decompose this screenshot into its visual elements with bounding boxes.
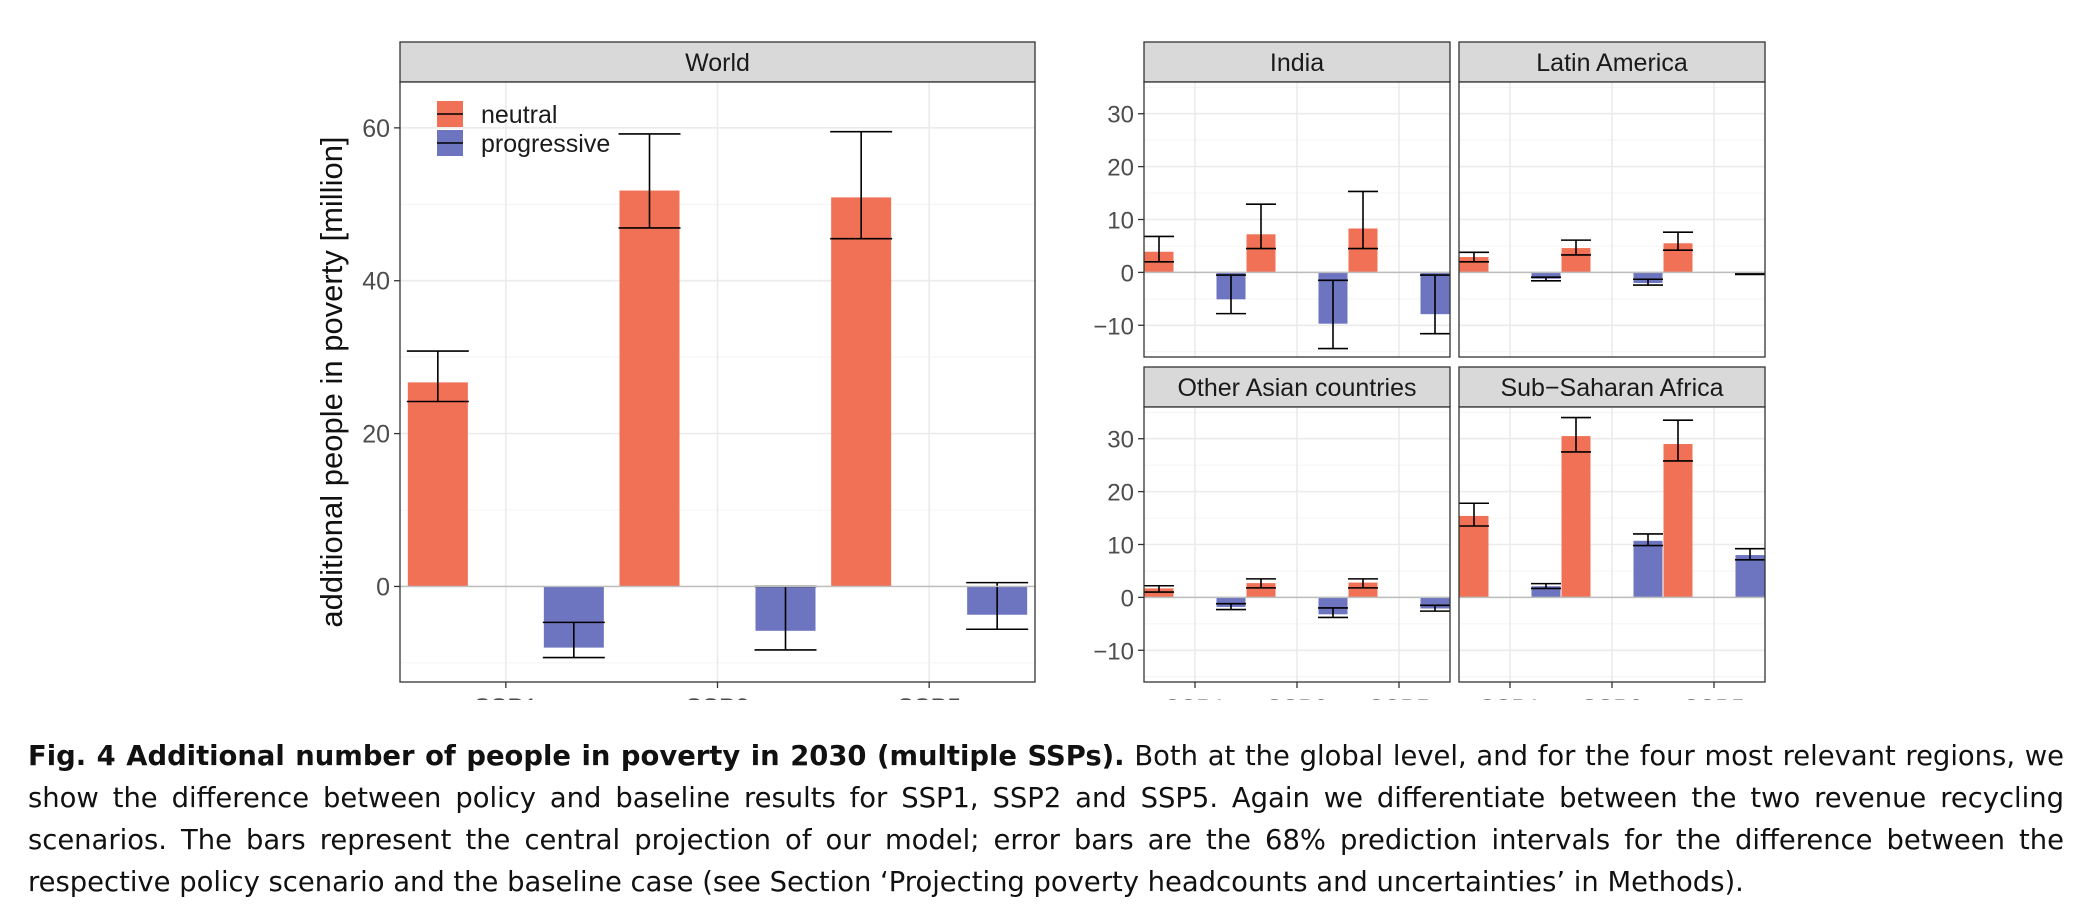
bar-progressive-ssp5	[1420, 597, 1450, 609]
bar-progressive-ssp1	[1531, 272, 1561, 279]
panel-title-india: India	[1270, 49, 1324, 77]
bar-neutral-ssp5	[1348, 582, 1378, 598]
poverty-figure: World 0 20 40 60 SSP1 SSP2 SSP5 additional peopl…	[314, 41, 1766, 700]
panel-other-asian-countries: Other Asian countries −10 0 10 20 30 SSP1 SSP2 S…	[1093, 366, 1451, 700]
y-tick-label: 0	[1121, 585, 1134, 612]
y-axis-label: additional people in poverty [million]	[314, 136, 349, 627]
x-tick-label-ssp1: SSP1	[1479, 695, 1540, 700]
bar-progressive-ssp2	[1318, 597, 1348, 615]
x-tick-label-ssp1: SSP1	[474, 694, 538, 700]
x-tick-label-ssp5: SSP5	[1368, 695, 1429, 700]
panel-title-sub-saharan-africa: Sub−Saharan Africa	[1500, 374, 1723, 402]
panel-strip-latin-america	[1458, 41, 1766, 83]
x-tick-label-ssp5: SSP5	[897, 694, 961, 700]
bar-progressive-ssp1	[1216, 597, 1246, 607]
panel-world: World 0 20 40 60 SSP1 SSP2 SSP5 additional peopl…	[314, 41, 1036, 700]
x-tick-label-ssp2: SSP2	[1581, 695, 1642, 700]
x-tick-label-ssp2: SSP2	[1266, 695, 1327, 700]
y-tick-label: −10	[1093, 638, 1134, 665]
panel-border-latin-america	[1458, 81, 1766, 358]
y-tick-label: 10	[1107, 208, 1134, 235]
y-tick-label: 30	[1107, 427, 1134, 454]
bar-neutral-ssp1	[1459, 515, 1489, 598]
y-tick-label: 10	[1107, 533, 1134, 560]
figure-caption: Fig. 4 Additional number of people in po…	[28, 736, 2064, 904]
bar-neutral-ssp5	[1663, 444, 1693, 598]
y-tick-label: 20	[1107, 480, 1134, 507]
panel-latin-america: Latin America	[1458, 41, 1766, 358]
bar-neutral-ssp2	[1561, 436, 1591, 598]
x-tick-label-ssp2: SSP2	[686, 694, 750, 700]
bar-progressive-ssp5	[1735, 555, 1765, 598]
bar-progressive-ssp2	[1633, 540, 1663, 598]
panel-title-latin-america: Latin America	[1536, 49, 1688, 77]
caption-title: Fig. 4 Additional number of people in po…	[28, 741, 1125, 772]
panel-title-other-asian-countries: Other Asian countries	[1177, 374, 1416, 402]
panel-title-world: World	[685, 49, 750, 77]
bar-neutral-ssp2	[1246, 583, 1276, 598]
y-tick-label: 40	[362, 268, 390, 296]
y-tick-label: 30	[1107, 102, 1134, 129]
y-tick-label: −10	[1093, 313, 1134, 340]
panel-strip-other-asian-countries	[1143, 366, 1451, 408]
legend-label-neutral: neutral	[481, 101, 557, 129]
x-tick-label-ssp5: SSP5	[1683, 695, 1744, 700]
legend-label-progressive: progressive	[481, 130, 610, 158]
bar-progressive-ssp1	[1531, 586, 1561, 598]
panel-strip-world	[399, 41, 1036, 83]
panel-strip-india	[1143, 41, 1451, 83]
y-tick-label: 0	[1121, 260, 1134, 287]
panel-india: India −10 0 10 20 30	[1093, 41, 1451, 358]
bar-neutral-ssp1	[407, 382, 468, 587]
bar-neutral-ssp5	[831, 197, 892, 587]
caption-text: Both at the global level, and for the fo…	[28, 741, 2064, 898]
y-tick-label: 0	[376, 573, 390, 601]
panel-sub-saharan-africa: Sub−Saharan Africa SSP1 SSP2 SSP5	[1458, 366, 1766, 700]
panel-strip-sub-saharan-africa	[1458, 366, 1766, 408]
y-tick-label: 60	[362, 115, 390, 143]
bar-progressive-ssp2	[1633, 272, 1663, 283]
bar-neutral-ssp2	[619, 190, 680, 587]
y-tick-label: 20	[1107, 155, 1134, 182]
y-tick-label: 20	[362, 421, 390, 449]
bar-neutral-ssp1	[1459, 257, 1489, 273]
x-tick-label-ssp1: SSP1	[1164, 695, 1225, 700]
